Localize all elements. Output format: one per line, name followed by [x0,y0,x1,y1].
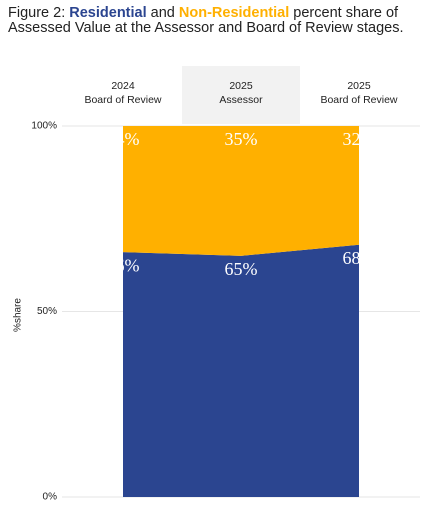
title-text: percent share of Assessed Value at the A… [8,5,404,36]
data-label: 32% [343,129,376,149]
data-label: 65% [225,259,258,279]
title-text: Figure 2: [8,5,66,21]
data-label: 34% [107,129,140,149]
chart-title: Figure 2: Residential and Non-Residentia… [8,6,418,36]
y-tick-label: 50% [37,306,57,317]
y-tick-label: 0% [43,492,58,503]
x-tick-label: Board of Review [84,94,161,106]
y-tick-label: 100% [31,121,57,132]
data-label: 66% [107,255,140,275]
header-highlight [182,66,300,124]
x-tick-label: 2025 [229,80,253,92]
x-tick-label: Board of Review [320,94,397,106]
title-series-name: Non-Residential [178,5,290,21]
title-series-name: Residential [69,5,147,21]
y-axis-label: %share [13,298,24,332]
title-text: and [150,5,175,21]
x-tick-label: Assessor [219,94,263,106]
x-tick-label: 2024 [111,80,135,92]
data-label: 35% [225,129,258,149]
area [123,244,359,497]
area [123,126,359,256]
x-tick-label: 2025 [347,80,371,92]
data-label: 68% [343,248,376,268]
